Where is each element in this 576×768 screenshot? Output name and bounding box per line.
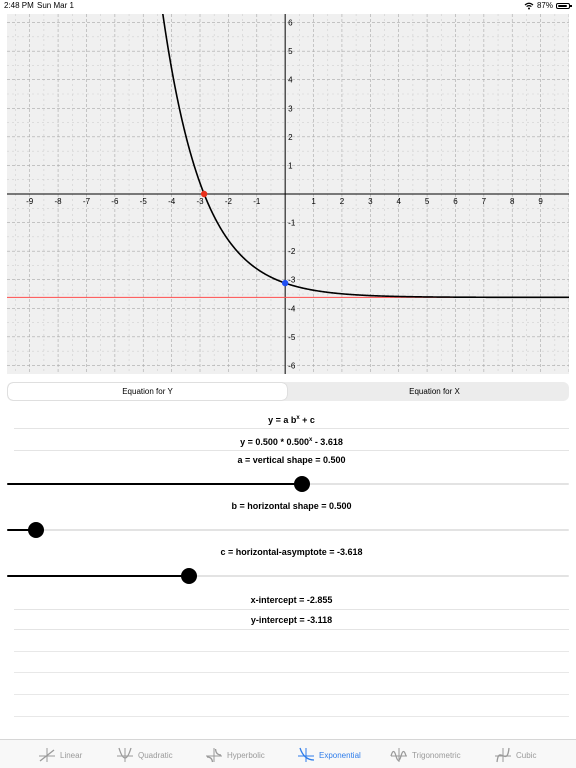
general-equation-tail: + c bbox=[299, 415, 315, 425]
segment-equation-for-x[interactable]: Equation for X bbox=[409, 387, 460, 396]
x-tick-label: -5 bbox=[140, 197, 148, 206]
tab-exponential[interactable]: Exponential bbox=[297, 745, 361, 765]
x-intercept-text: x-intercept = -2.855 bbox=[14, 592, 569, 610]
status-time: 2:48 PM bbox=[4, 1, 34, 10]
tab-linear[interactable]: Linear bbox=[38, 745, 82, 765]
curve-layer bbox=[7, 14, 569, 299]
y-tick-label: 5 bbox=[288, 47, 293, 56]
x-tick-label: -2 bbox=[225, 197, 233, 206]
wifi-icon bbox=[524, 2, 534, 10]
y-tick-label: 1 bbox=[288, 161, 293, 170]
general-equation-base: y = a b bbox=[268, 415, 297, 425]
tab-linear-label: Linear bbox=[60, 750, 83, 760]
slider-b-thumb[interactable] bbox=[28, 522, 45, 538]
equation-segmented-control[interactable]: Equation for Y Equation for X bbox=[7, 382, 569, 401]
tab-trigonometric[interactable]: Trigonometric bbox=[390, 745, 461, 765]
x-tick-label: 4 bbox=[396, 197, 401, 206]
slider-b-track bbox=[7, 529, 569, 531]
y-tick-label: -6 bbox=[288, 361, 296, 370]
empty-row bbox=[14, 694, 569, 695]
tick-labels: -9 -8 -7 -6 -5 -4 -3 -2 -1 1 2 3 4 5 6 7 8 9 -6 -5 -4 -3 -2 -1 1… bbox=[26, 19, 543, 371]
general-equation-exponent: x bbox=[296, 415, 300, 421]
empty-row bbox=[14, 672, 569, 673]
tab-exponential-label: Exponential bbox=[319, 750, 361, 760]
y-tick-label: 6 bbox=[288, 19, 293, 28]
status-date: Sun Mar 1 bbox=[37, 1, 74, 10]
y-tick-label: 3 bbox=[288, 104, 293, 113]
status-bar: 2:48 PM Sun Mar 1 87% bbox=[0, 0, 576, 12]
tab-cubic[interactable]: Cubic bbox=[494, 745, 536, 765]
x-tick-label: -9 bbox=[26, 197, 34, 206]
slider-c-label: c = horizontal-asymptote = -3.618 bbox=[220, 547, 363, 557]
x-tick-label: -7 bbox=[83, 197, 91, 206]
current-equation-base: y = 0.500 * 0.500 bbox=[240, 437, 309, 447]
tab-hyperbolic[interactable]: Hyperbolic bbox=[205, 745, 265, 765]
tab-hyperbolic-label: Hyperbolic bbox=[227, 750, 265, 760]
slider-c-track bbox=[7, 575, 569, 577]
slider-c-fill bbox=[7, 575, 190, 577]
current-equation-exponent: x bbox=[308, 437, 313, 443]
y-tick-label: -4 bbox=[288, 304, 296, 313]
function-graph[interactable]: -9 -8 -7 -6 -5 -4 -3 -2 -1 1 2 3 4 5 6 7 8 9 -6 -5 -4 -3 -2 -1 1… bbox=[7, 14, 569, 374]
y-tick-label: 4 bbox=[288, 76, 293, 85]
x-tick-label: 8 bbox=[510, 197, 515, 206]
slider-a-fill bbox=[7, 483, 303, 485]
tab-cubic-label: Cubic bbox=[516, 750, 537, 760]
linear-graph-icon bbox=[39, 748, 55, 762]
battery-percent: 87% bbox=[536, 1, 553, 10]
empty-row bbox=[14, 651, 569, 652]
cubic-graph-icon bbox=[495, 747, 511, 763]
status-right: 87% bbox=[524, 0, 572, 12]
x-intercept-point bbox=[200, 190, 208, 198]
x-tick-label: 9 bbox=[538, 197, 543, 206]
battery-icon bbox=[556, 3, 572, 9]
tab-bar: Linear Quadratic Hyperbolic Exponential bbox=[0, 739, 576, 768]
y-tick-label: 2 bbox=[288, 133, 293, 142]
general-equation: y = a bx + c bbox=[14, 409, 569, 429]
tab-quadratic[interactable]: Quadratic bbox=[116, 745, 173, 765]
hyperbolic-graph-icon bbox=[206, 748, 222, 763]
x-tick-label: 5 bbox=[425, 197, 430, 206]
y-tick-label: -3 bbox=[288, 276, 296, 285]
x-tick-label: 6 bbox=[453, 197, 458, 206]
x-tick-label: 1 bbox=[311, 197, 316, 206]
exponential-graph-icon bbox=[298, 747, 315, 762]
x-tick-label: -4 bbox=[168, 197, 176, 206]
y-intercept-point bbox=[281, 279, 289, 287]
current-equation: y = 0.500 * 0.500x - 3.618 bbox=[14, 431, 569, 451]
tab-trigonometric-label: Trigonometric bbox=[412, 750, 461, 760]
y-tick-label: -5 bbox=[288, 333, 296, 342]
slider-c[interactable] bbox=[7, 566, 569, 586]
current-equation-tail: - 3.618 bbox=[312, 437, 343, 447]
x-tick-label: -8 bbox=[55, 197, 63, 206]
quadratic-graph-icon bbox=[117, 747, 133, 762]
slider-a-label: a = vertical shape = 0.500 bbox=[237, 455, 346, 465]
x-tick-label: -6 bbox=[111, 197, 119, 206]
exponential-curve bbox=[162, 14, 569, 299]
slider-b[interactable] bbox=[7, 520, 569, 540]
trigonometric-graph-icon bbox=[390, 748, 407, 762]
x-tick-label: 3 bbox=[368, 197, 373, 206]
segment-equation-for-y[interactable]: Equation for Y bbox=[8, 383, 287, 400]
x-tick-label: 7 bbox=[482, 197, 487, 206]
tab-quadratic-label: Quadratic bbox=[138, 750, 173, 760]
y-intercept-text: y-intercept = -3.118 bbox=[14, 612, 569, 630]
slider-a[interactable] bbox=[7, 474, 569, 494]
y-tick-label: -1 bbox=[288, 219, 296, 228]
x-tick-label: -1 bbox=[253, 197, 261, 206]
slider-b-label: b = horizontal shape = 0.500 bbox=[231, 501, 352, 511]
y-tick-label: -2 bbox=[288, 247, 296, 256]
slider-a-thumb[interactable] bbox=[294, 476, 311, 492]
empty-row bbox=[14, 716, 569, 717]
slider-b-fill bbox=[7, 529, 37, 531]
slider-c-thumb[interactable] bbox=[181, 568, 198, 584]
x-tick-label: 2 bbox=[340, 197, 345, 206]
axes bbox=[7, 14, 569, 374]
x-tick-label: -3 bbox=[196, 197, 204, 206]
